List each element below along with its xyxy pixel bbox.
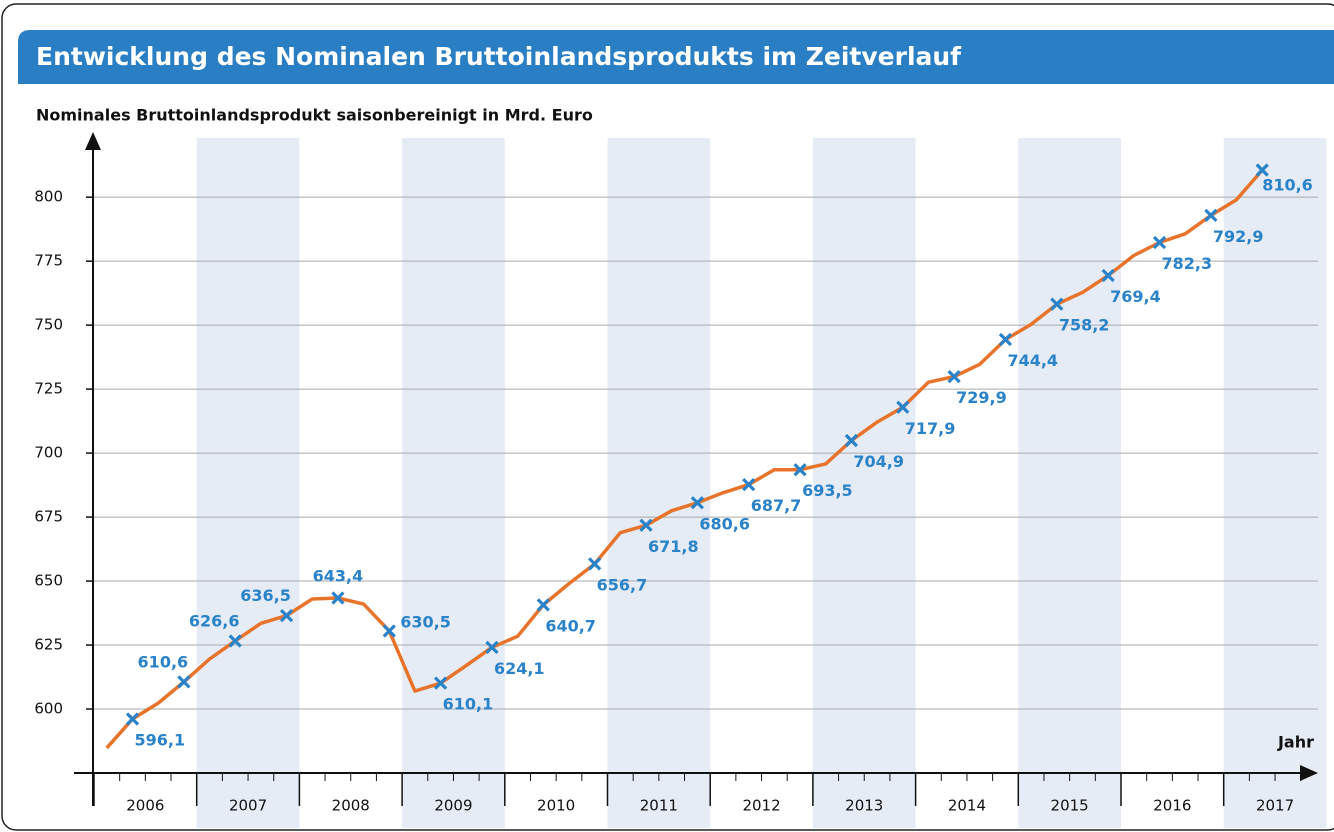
chart-title: Entwicklung des Nominalen Bruttoinlandsp…	[36, 42, 962, 71]
data-label: 680,6	[699, 514, 750, 533]
data-marker	[1255, 163, 1269, 177]
data-marker	[536, 598, 550, 612]
data-label: 704,9	[853, 452, 904, 471]
header-bar	[18, 30, 1334, 84]
data-marker	[1152, 235, 1167, 250]
data-label: 693,5	[802, 481, 853, 500]
x-tick-label: 2016	[1153, 797, 1191, 815]
x-tick-label: 2011	[640, 797, 678, 815]
data-label: 610,6	[138, 652, 189, 671]
y-tick-label: 725	[34, 380, 63, 398]
y-tick-label: 600	[34, 700, 63, 718]
data-label: 626,6	[189, 611, 240, 630]
data-label: 769,4	[1110, 287, 1161, 306]
year-band	[402, 138, 505, 828]
data-label: 636,5	[240, 586, 291, 605]
data-label: 758,2	[1059, 316, 1110, 335]
y-tick-label: 650	[34, 572, 63, 590]
data-marker	[742, 477, 756, 492]
y-tick-label: 775	[34, 252, 63, 270]
x-tick-label: 2014	[948, 797, 986, 815]
x-tick-label: 2007	[229, 797, 267, 815]
data-marker	[793, 463, 807, 477]
data-label: 717,9	[905, 419, 956, 438]
data-label: 596,1	[135, 731, 186, 750]
data-line	[105, 168, 1264, 750]
x-tick-label: 2012	[742, 797, 780, 815]
data-marker	[844, 433, 859, 448]
data-label: 643,4	[313, 566, 364, 585]
data-label: 630,5	[400, 612, 451, 631]
x-tick-label: 2017	[1256, 797, 1294, 815]
x-tick-label: 2009	[434, 797, 472, 815]
data-marker	[998, 332, 1013, 347]
data-marker	[690, 496, 704, 510]
data-marker	[1050, 297, 1064, 311]
data-label: 744,4	[1007, 351, 1058, 370]
data-marker	[896, 400, 910, 414]
data-marker	[485, 640, 499, 654]
data-label: 671,8	[648, 537, 699, 556]
data-label: 782,3	[1162, 254, 1213, 273]
year-band	[196, 138, 300, 828]
data-label: 810,6	[1262, 176, 1313, 195]
x-tick-label: 2015	[1051, 797, 1089, 815]
data-label: 624,1	[494, 659, 545, 678]
data-marker	[382, 624, 396, 638]
data-marker	[125, 712, 140, 726]
x-tick-label: 2006	[126, 797, 164, 815]
y-axis-title: Nominales Bruttoinlandsprodukt saisonber…	[36, 106, 593, 125]
y-axis-arrow	[85, 132, 101, 150]
year-band	[1223, 138, 1327, 828]
y-tick-label: 625	[34, 636, 63, 654]
data-label: 656,7	[597, 575, 648, 594]
x-tick-label: 2010	[537, 797, 575, 815]
year-band	[1018, 138, 1121, 828]
data-marker	[228, 634, 242, 648]
x-axis-title: Jahr	[1277, 733, 1314, 752]
data-label: 610,1	[443, 695, 494, 714]
y-tick-label: 800	[34, 188, 63, 206]
y-tick-label: 750	[34, 316, 63, 334]
data-marker	[639, 518, 653, 532]
data-label: 792,9	[1213, 227, 1264, 246]
data-marker	[433, 676, 448, 690]
data-label: 729,9	[956, 388, 1007, 407]
x-axis-arrow	[1300, 765, 1318, 781]
y-tick-label: 675	[34, 508, 63, 526]
y-tick-label: 700	[34, 444, 63, 462]
data-marker	[588, 557, 602, 571]
x-tick-label: 2013	[845, 797, 883, 815]
data-marker	[1101, 268, 1115, 283]
data-marker	[177, 675, 191, 689]
x-tick-label: 2008	[332, 797, 370, 815]
data-label: 640,7	[545, 616, 596, 635]
data-marker	[1204, 208, 1218, 222]
year-band	[607, 138, 711, 828]
year-band	[812, 138, 916, 828]
data-marker	[331, 591, 345, 605]
data-label: 687,7	[751, 496, 802, 515]
data-marker	[279, 608, 294, 623]
data-marker	[947, 369, 961, 384]
